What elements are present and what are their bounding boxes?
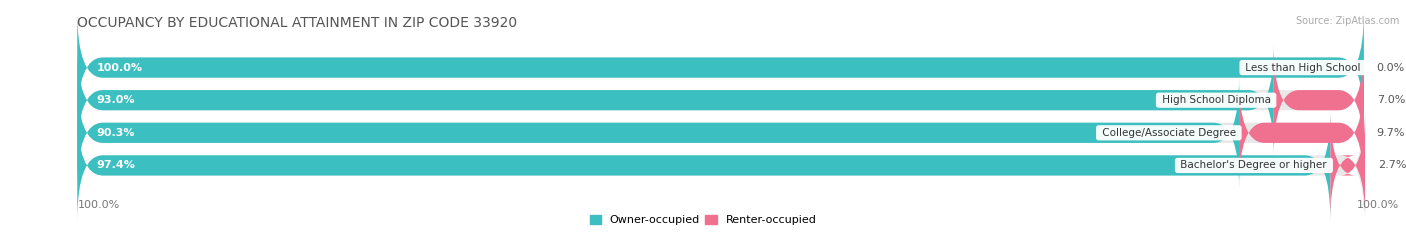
Text: 90.3%: 90.3% [97, 128, 135, 138]
Text: 100.0%: 100.0% [77, 200, 120, 210]
Text: Bachelor's Degree or higher: Bachelor's Degree or higher [1177, 161, 1330, 170]
Text: 100.0%: 100.0% [1357, 200, 1399, 210]
Text: 100.0%: 100.0% [97, 63, 142, 72]
Text: 0.0%: 0.0% [1376, 63, 1405, 72]
Text: 7.0%: 7.0% [1376, 95, 1405, 105]
Text: College/Associate Degree: College/Associate Degree [1098, 128, 1239, 138]
FancyBboxPatch shape [1330, 110, 1365, 221]
Text: 93.0%: 93.0% [97, 95, 135, 105]
FancyBboxPatch shape [1274, 45, 1364, 155]
Text: 97.4%: 97.4% [97, 161, 135, 170]
Text: High School Diploma: High School Diploma [1159, 95, 1274, 105]
Text: 2.7%: 2.7% [1378, 161, 1406, 170]
Text: 9.7%: 9.7% [1376, 128, 1405, 138]
Legend: Owner-occupied, Renter-occupied: Owner-occupied, Renter-occupied [589, 215, 817, 225]
FancyBboxPatch shape [77, 78, 1239, 188]
Text: OCCUPANCY BY EDUCATIONAL ATTAINMENT IN ZIP CODE 33920: OCCUPANCY BY EDUCATIONAL ATTAINMENT IN Z… [77, 16, 517, 30]
FancyBboxPatch shape [77, 110, 1330, 221]
FancyBboxPatch shape [77, 45, 1364, 155]
FancyBboxPatch shape [77, 12, 1364, 123]
FancyBboxPatch shape [1239, 78, 1364, 188]
Text: Source: ZipAtlas.com: Source: ZipAtlas.com [1295, 16, 1399, 26]
FancyBboxPatch shape [77, 78, 1364, 188]
Text: Less than High School: Less than High School [1241, 63, 1364, 72]
FancyBboxPatch shape [77, 12, 1364, 123]
FancyBboxPatch shape [77, 45, 1274, 155]
FancyBboxPatch shape [77, 110, 1364, 221]
